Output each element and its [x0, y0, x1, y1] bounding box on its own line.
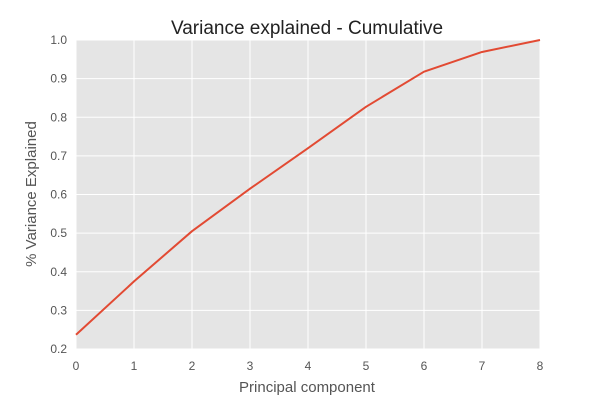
x-tick-label: 2	[189, 359, 196, 373]
x-tick-label: 3	[247, 359, 254, 373]
x-tick-label: 8	[537, 359, 544, 373]
gridlines	[75, 39, 541, 350]
y-tick-label: 0.2	[50, 342, 67, 356]
x-tick-labels: 0 1 2 3 4 5 6 7 8	[73, 359, 544, 373]
y-axis-label: % Variance Explained	[23, 121, 40, 267]
y-tick-label: 0.5	[50, 226, 67, 240]
chart-title: Variance explained - Cumulative	[171, 18, 443, 39]
y-tick-label: 0.7	[50, 149, 67, 163]
series-group	[75, 39, 541, 336]
y-tick-label: 0.9	[50, 72, 67, 86]
y-tick-label: 0.8	[50, 110, 67, 124]
y-tick-labels: 0.2 0.3 0.4 0.5 0.6 0.7 0.8 0.9 1.0	[50, 33, 67, 356]
x-tick-label: 1	[131, 359, 138, 373]
x-tick-label: 7	[479, 359, 486, 373]
x-tick-label: 5	[363, 359, 370, 373]
x-tick-label: 6	[421, 359, 428, 373]
y-tick-label: 0.3	[50, 303, 67, 317]
y-tick-label: 1.0	[50, 33, 67, 47]
x-tick-label: 0	[73, 359, 80, 373]
x-axis-label: Principal component	[239, 379, 376, 396]
x-tick-label: 4	[305, 359, 312, 373]
cumulative-variance-line	[75, 39, 541, 336]
y-tick-label: 0.4	[50, 265, 67, 279]
y-tick-label: 0.6	[50, 188, 67, 202]
